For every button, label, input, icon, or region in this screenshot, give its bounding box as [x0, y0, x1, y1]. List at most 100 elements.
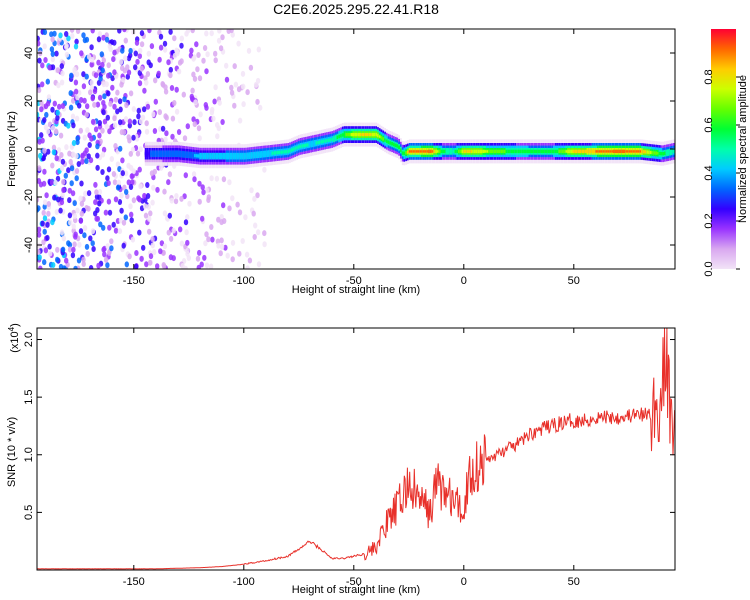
spectrogram-noise-cell	[204, 262, 210, 269]
spectrogram-noise-cell	[123, 55, 128, 62]
spectrogram-noise-cell	[200, 215, 205, 222]
spectrogram-noise-cell	[81, 256, 86, 263]
spectrogram-ridge-core	[352, 133, 355, 136]
spectrogram-ridge-core	[322, 140, 325, 143]
spectrogram-noise-cell	[220, 119, 225, 125]
spectrogram-noise-cell	[226, 29, 231, 34]
spectrogram-noise-cell	[93, 199, 98, 206]
spectrogram-ridge-core	[579, 150, 582, 153]
spectrogram-ridge-core	[424, 150, 427, 153]
spectrogram-ridge-core	[470, 150, 473, 153]
spectrogram-noise-cell	[51, 149, 57, 156]
spectrogram-noise-cell	[245, 265, 250, 269]
snr-x-axis-label: Height of straight line (km)	[292, 584, 420, 596]
spectrogram-ridge-core	[505, 150, 508, 153]
spectrogram-ridge-core	[554, 150, 557, 153]
spectrogram-noise-cell	[211, 115, 216, 122]
spectrogram-noise-cell	[127, 118, 133, 125]
spectrogram-ridge-core	[546, 150, 548, 153]
spectrogram-noise-cell	[137, 70, 142, 76]
spectrogram-ridge-core	[502, 150, 504, 153]
spectrogram-noise-cell	[85, 250, 90, 257]
spectrogram-noise-cell	[119, 207, 124, 214]
spectrogram-noise-cell	[204, 68, 209, 75]
spectrogram-noise-cell	[175, 50, 180, 57]
spectrogram-ridge-core	[486, 150, 488, 153]
spectrogram-noise-cell	[236, 40, 241, 47]
spectrogram-noise-cell	[94, 215, 99, 222]
spectrogram-ridge-core	[201, 155, 203, 158]
spectrogram-noise-cell	[107, 209, 113, 216]
spectrogram-noise-cell	[169, 197, 174, 204]
spectrogram-noise-cell	[189, 47, 194, 54]
spectrogram-ridge-core	[232, 155, 235, 158]
spectrogram-ridge-core	[514, 150, 517, 153]
spectrogram-noise-cell	[142, 192, 147, 199]
spectrogram-noise-cell	[98, 221, 103, 228]
spectrogram-noise-cell	[73, 88, 79, 95]
spectrogram-noise-cell	[70, 252, 76, 259]
spectrogram-noise-cell	[201, 189, 206, 196]
spectrogram-ridge-core	[217, 155, 219, 158]
spectrogram-noise-cell	[247, 257, 253, 264]
spectrogram-ridge-core	[192, 154, 195, 157]
spectrogram-ridge-core	[539, 150, 541, 153]
spectrogram-noise-cell	[46, 201, 51, 207]
spectrogram-ridge-core	[403, 152, 406, 155]
spectrogram-noise-cell	[105, 262, 110, 269]
spectrogram-noise-cell	[38, 152, 43, 159]
spectrogram-noise-cell	[104, 32, 109, 39]
spectrogram-ridge-core	[278, 151, 281, 154]
spectrogram-noise-cell	[42, 29, 48, 36]
spectrogram-noise-cell	[166, 59, 171, 66]
spectrogram-ridge	[144, 122, 675, 169]
spectrogram-ridge-core	[653, 151, 656, 155]
spectrogram-noise-cell	[74, 115, 80, 122]
spectrogram-noise-cell	[131, 168, 136, 175]
spectrogram-ridge-core	[290, 148, 293, 152]
spectrogram-noise-cell	[146, 203, 151, 210]
spectrogram-noise-cell	[50, 64, 56, 71]
spectrogram-noise-cell	[109, 156, 115, 162]
snr-y-tick-label: 0.5	[23, 505, 35, 520]
spectrogram-noise-cell	[253, 222, 258, 229]
colorbar-tick-label: 0.4	[703, 165, 715, 180]
spectrogram-noise-cell	[192, 121, 197, 128]
spectrogram-ridge-core	[151, 152, 154, 155]
spectrogram-noise-cell	[40, 62, 45, 69]
spectrogram-ridge-core	[375, 133, 378, 136]
spectrogram-noise-cell	[256, 46, 261, 53]
spectrogram-noise-cell	[179, 35, 184, 42]
spectrogram-noise-cell	[90, 228, 96, 235]
spectrogram-noise-cell	[43, 247, 49, 254]
spectrogram-ridge-core	[248, 154, 251, 157]
spectrogram-noise-cell	[130, 236, 136, 243]
spectrogram-noise-cell	[227, 179, 232, 186]
spectrogram-noise-cell	[75, 29, 81, 34]
spectrogram-noise-cell	[82, 97, 87, 104]
spectrogram-noise-cell	[255, 98, 260, 105]
spectrogram-noise-cell	[50, 56, 55, 63]
spectrogram-noise-cell	[42, 117, 47, 123]
spectrogram-noise-cell	[74, 168, 80, 174]
spectrogram-noise-cell	[135, 58, 140, 65]
spectrogram-noise-cell	[42, 199, 48, 206]
spectrogram-noise-cell	[126, 55, 132, 62]
spectrogram-noise-cell	[176, 129, 182, 135]
spectrogram-noise-cell	[102, 118, 108, 125]
spectrogram-noise-cell	[244, 251, 250, 258]
spectrogram-noise-cell	[123, 37, 128, 44]
spectrogram-ridge-core	[158, 152, 161, 155]
spectrogram-noise-cell	[127, 253, 132, 260]
spectrogram-noise-cell	[142, 106, 147, 113]
spectrogram-ridge-core	[238, 155, 240, 158]
spectrogram-noise-cell	[158, 164, 164, 171]
spectrogram-noise-cell	[202, 45, 208, 51]
spectrogram-noise-cell	[95, 164, 100, 171]
spectrogram-noise-cell	[223, 244, 228, 251]
spectrogram-noise-cell	[156, 70, 161, 77]
spectrogram-noise-cell	[46, 210, 51, 217]
spectrogram-noise-cell	[136, 195, 141, 202]
spectrogram-noise-cell	[204, 30, 209, 37]
spectrogram-noise-cell	[61, 187, 66, 193]
